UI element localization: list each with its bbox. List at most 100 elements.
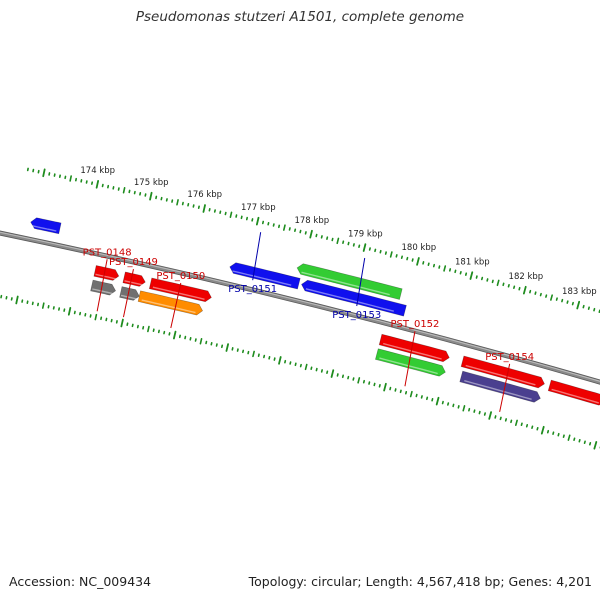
minor-tick-mark [378, 384, 381, 388]
gene-highlight [465, 364, 536, 386]
major-tick-mark [67, 306, 72, 316]
major-tick-mark [225, 343, 229, 352]
gene-red-154 [460, 355, 545, 389]
minor-tick-mark [443, 265, 447, 272]
scale-label: 180 kbp [402, 243, 437, 253]
label-leader-line [96, 259, 108, 312]
major-tick-mark [15, 295, 19, 305]
minor-tick-mark [304, 363, 308, 371]
minor-tick-mark [395, 254, 398, 258]
label-leader-line [122, 269, 134, 318]
minor-tick-mark [454, 269, 457, 274]
accession-text: Accession: NC_009434 [9, 574, 152, 589]
gene-highlight [92, 288, 113, 295]
minor-tick-mark [491, 279, 494, 284]
minor-tick-mark [362, 379, 366, 384]
minor-tick-mark [357, 377, 361, 384]
major-tick-mark [593, 441, 598, 450]
gene-highlight [124, 280, 143, 286]
minor-tick-mark [507, 284, 510, 288]
minor-tick-mark [589, 442, 592, 446]
minor-tick-mark [199, 338, 203, 345]
minor-tick-mark [457, 405, 460, 409]
minor-tick-mark [552, 431, 555, 435]
minor-tick-mark [494, 415, 497, 419]
minor-tick-mark [578, 438, 581, 443]
scale-label: 183 kbp [562, 287, 597, 297]
minor-tick-mark [415, 393, 418, 398]
minor-tick-mark [513, 285, 516, 290]
label-leader-line [170, 282, 182, 329]
minor-tick-mark [587, 306, 590, 310]
minor-tick-mark [282, 224, 286, 231]
minor-tick-mark [561, 298, 564, 303]
gene-arrow-shape [460, 355, 545, 389]
minor-tick-mark [496, 279, 500, 287]
major-tick-mark [540, 425, 545, 435]
gene-highlight [305, 288, 394, 312]
gene-arrow-shape [148, 277, 212, 303]
scale-label: 176 kbp [187, 190, 222, 200]
scale-label: 181 kbp [455, 257, 490, 267]
minor-tick-mark [420, 395, 423, 399]
gene-arrow-shape [137, 290, 203, 316]
minor-tick-mark [536, 426, 539, 431]
minor-tick-mark [452, 403, 455, 408]
minor-tick-mark [122, 186, 126, 194]
major-tick-mark [42, 168, 46, 178]
minor-tick-mark [389, 251, 393, 258]
minor-tick-mark [478, 410, 481, 415]
major-tick-mark [383, 382, 387, 392]
major-tick-mark [488, 411, 493, 420]
minor-tick-mark [539, 292, 542, 297]
minor-tick-mark [464, 272, 468, 276]
minor-tick-mark [459, 270, 462, 275]
minor-tick-mark [336, 237, 340, 245]
map-title: Pseudomonas stutzeri A1501, complete gen… [135, 9, 465, 25]
gene-blue-153 [301, 279, 407, 317]
minor-tick-mark [555, 297, 558, 301]
minor-tick-mark [373, 382, 376, 387]
minor-tick-mark [41, 302, 45, 309]
major-tick-mark [95, 180, 100, 189]
gene-label-pst_0153: PST_0153 [332, 310, 381, 321]
minor-tick-mark [432, 263, 436, 268]
major-tick-mark [120, 318, 124, 328]
minor-tick-mark [400, 255, 403, 260]
major-tick-mark [149, 191, 153, 201]
minor-tick-mark [504, 418, 508, 422]
gene-red-155 [547, 379, 600, 406]
major-tick-mark [202, 204, 206, 213]
minor-tick-mark [431, 397, 434, 402]
minor-tick-mark [518, 286, 521, 291]
minor-tick-mark [583, 440, 586, 445]
minor-tick-mark [411, 258, 414, 262]
gene-arrow-shape [547, 379, 600, 406]
minor-tick-mark [441, 400, 444, 405]
major-tick-mark [255, 216, 260, 226]
minor-tick-mark [483, 412, 486, 416]
minor-tick-mark [514, 419, 518, 427]
minor-tick-mark [462, 405, 466, 412]
minor-tick-mark [562, 434, 565, 438]
minor-tick-mark [593, 307, 596, 312]
minor-tick-mark [475, 275, 478, 279]
major-tick-mark [576, 300, 581, 310]
gene-label-pst_0150: PST_0150 [156, 271, 205, 282]
genome-summary-text: Topology: circular; Length: 4,567,418 bp… [248, 574, 592, 589]
gene-arrow-shape [30, 217, 62, 235]
minor-tick-mark [404, 390, 408, 395]
gene-highlight [95, 273, 116, 280]
gene-highlight [383, 342, 442, 360]
minor-tick-mark [571, 301, 574, 306]
gene-highlight [120, 294, 137, 300]
gene-arrow-shape [296, 263, 403, 300]
label-leader-line [252, 232, 262, 281]
major-tick-mark [362, 243, 367, 252]
minor-tick-mark [510, 419, 513, 424]
gene-label-pst_0148: PST_0148 [83, 247, 132, 258]
gene-label-pst_0154: PST_0154 [485, 352, 534, 363]
major-tick-mark [330, 369, 335, 378]
minor-tick-mark [447, 402, 450, 406]
